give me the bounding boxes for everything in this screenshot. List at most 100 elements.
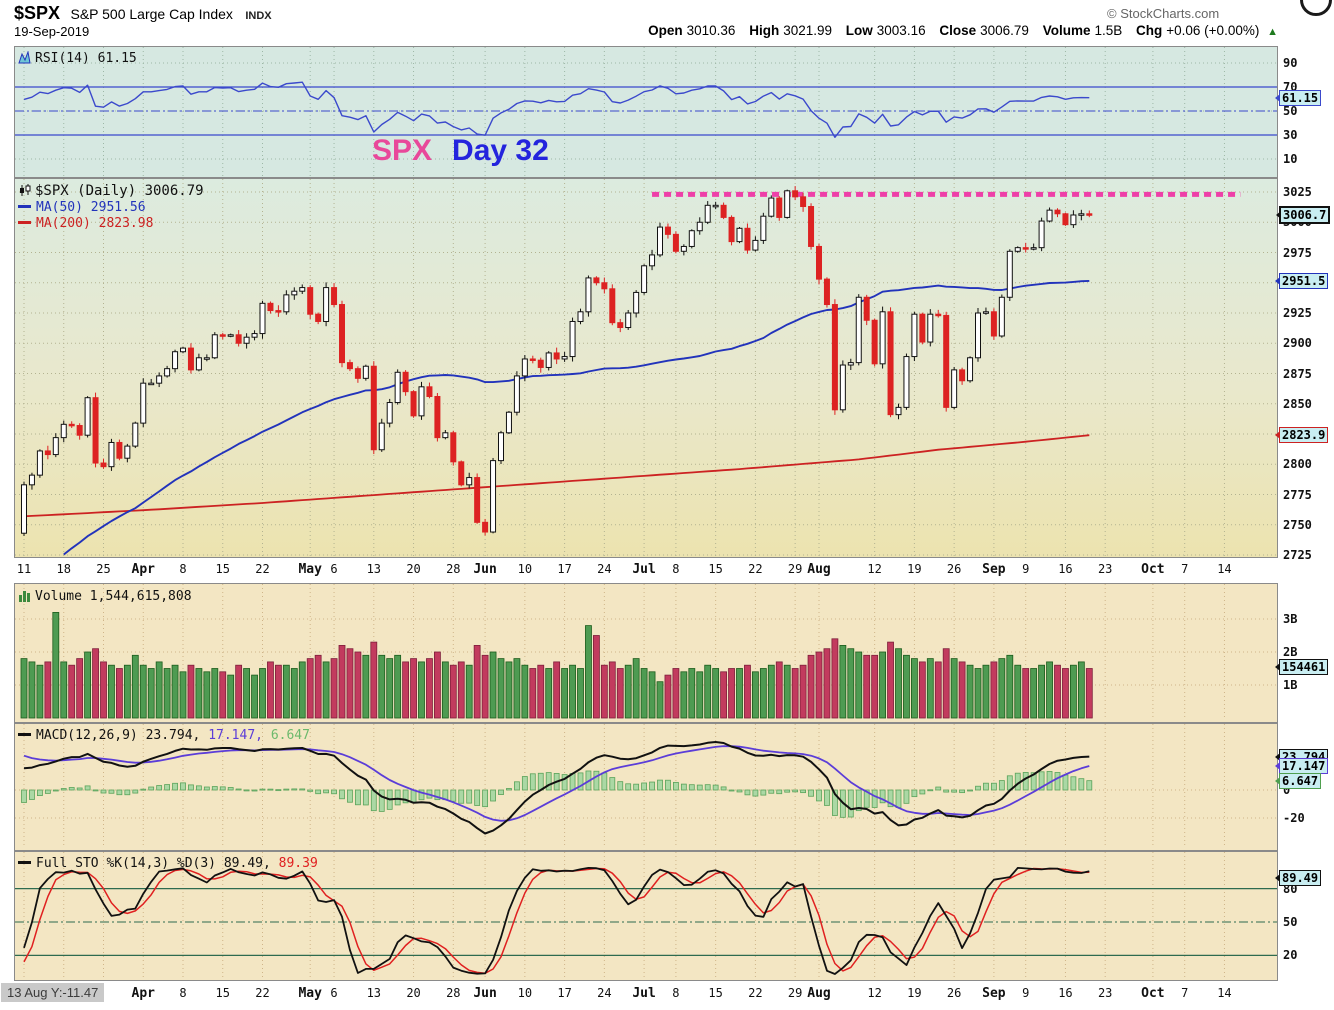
ma50-legend: MA(50) 2951.56 bbox=[18, 200, 146, 215]
copyright-label: © StockCharts.com bbox=[1107, 6, 1220, 21]
x-axis-label: 26 bbox=[946, 562, 962, 576]
price-axis-label: 2900 bbox=[1283, 336, 1312, 351]
x-axis-label-bottom: May bbox=[298, 986, 322, 1001]
annotation-symbol: SPX bbox=[372, 134, 433, 167]
rsi-axis-label: 90 bbox=[1283, 56, 1298, 70]
volume-bars-icon bbox=[19, 591, 30, 602]
x-axis-label-bottom: 28 bbox=[446, 986, 461, 1000]
volume-value: 1.5B bbox=[1094, 23, 1123, 38]
x-axis-label-bottom: Jun bbox=[473, 986, 497, 1001]
x-axis-label-bottom: 22 bbox=[748, 986, 763, 1000]
chart-date: 19-Sep-2019 bbox=[14, 24, 90, 39]
volume-value-box: 154461 bbox=[1275, 659, 1329, 676]
price-value-box: 2951.5 bbox=[1275, 272, 1329, 289]
macd-legend: MACD(12,26,9) 23.794, 17.147, 6.647 bbox=[18, 728, 310, 743]
x-axis-label-bottom: 26 bbox=[946, 986, 962, 1000]
quote-row: Open 3010.36 High 3021.99 Low 3003.16 Close… bbox=[638, 23, 1278, 38]
rsi-axis-label: 30 bbox=[1283, 128, 1298, 142]
rsi-legend: RSI(14) 61.15 bbox=[18, 50, 137, 66]
price-value-box: 3006.7 bbox=[1276, 206, 1331, 225]
x-axis-label: 29 bbox=[787, 562, 803, 576]
chg-value: +0.06 (+0.00%) bbox=[1166, 23, 1260, 38]
x-axis-label: 18 bbox=[56, 562, 71, 576]
high-label: High bbox=[749, 23, 780, 38]
x-axis-label-bottom: Sep bbox=[982, 986, 1006, 1001]
x-axis-label: 24 bbox=[597, 562, 612, 576]
x-axis-label-bottom: 15 bbox=[708, 986, 723, 1000]
sto-d-value: 89.39 bbox=[278, 856, 318, 871]
volume-panel bbox=[14, 583, 1278, 723]
x-axis-label: 9 bbox=[1022, 562, 1030, 576]
close-label: Close bbox=[939, 23, 977, 38]
macd-hist-value: 6.647 bbox=[270, 728, 310, 743]
ma50-line-icon bbox=[18, 205, 31, 208]
x-axis-label-bottom: Jul bbox=[632, 986, 656, 1001]
ma200-line-icon bbox=[18, 221, 31, 224]
x-axis-label: 6 bbox=[330, 562, 338, 576]
high-value: 3021.99 bbox=[783, 23, 833, 38]
volume-axis-label: 1B bbox=[1283, 678, 1298, 692]
price-value-box: 2823.9 bbox=[1275, 427, 1329, 444]
x-axis-label-bottom: 6 bbox=[330, 986, 338, 1000]
macd-legend-text: MACD(12,26,9) 23.794, bbox=[36, 728, 201, 743]
x-axis-label-bottom: 12 bbox=[867, 986, 882, 1000]
x-axis-label: 16 bbox=[1058, 562, 1073, 576]
open-label: Open bbox=[648, 23, 683, 38]
crosshair-readout: 13 Aug Y:-11.47 bbox=[1, 983, 105, 1002]
price-axis-label: 3025 bbox=[1283, 185, 1312, 199]
x-axis-label: Sep bbox=[982, 562, 1006, 577]
sto-legend-text: Full STO %K(14,3) %D(3) 89.49, bbox=[36, 856, 271, 871]
x-axis-label: Jul bbox=[632, 562, 656, 577]
x-axis-label-bottom: 10 bbox=[517, 986, 533, 1000]
x-axis-label-bottom: Aug bbox=[807, 986, 831, 1001]
x-axis-label: 12 bbox=[867, 562, 882, 576]
ma50-legend-text: MA(50) 2951.56 bbox=[36, 200, 146, 215]
low-value: 3003.16 bbox=[876, 23, 926, 38]
chart-header: $SPX S&P 500 Large Cap Index INDX bbox=[14, 3, 272, 24]
rsi-value-box: 61.15 bbox=[1275, 89, 1322, 106]
x-axis-label-bottom: 8 bbox=[672, 986, 680, 1000]
x-axis-label: Apr bbox=[131, 562, 155, 577]
macd-line-icon bbox=[18, 733, 31, 736]
x-axis-label-bottom: 20 bbox=[406, 986, 421, 1000]
x-axis-label-bottom: 22 bbox=[255, 986, 270, 1000]
macd-value-box: 17.147 bbox=[1275, 757, 1329, 774]
x-axis-label-bottom: 16 bbox=[1058, 986, 1073, 1000]
volume-legend: Volume 1,544,615,808 bbox=[18, 589, 192, 604]
price-axis-label: 2750 bbox=[1283, 517, 1312, 532]
x-axis-label: 15 bbox=[215, 562, 230, 576]
x-axis-label: 20 bbox=[406, 562, 421, 576]
x-axis-label: Oct bbox=[1141, 562, 1165, 577]
rsi-axis-label: 50 bbox=[1283, 104, 1298, 118]
macd-axis-label: 0 bbox=[1283, 783, 1291, 797]
x-axis-label: 15 bbox=[708, 562, 723, 576]
x-axis-label: 8 bbox=[672, 562, 680, 576]
price-axis-label: 2975 bbox=[1283, 245, 1312, 260]
sto-legend: Full STO %K(14,3) %D(3) 89.49, 89.39 bbox=[18, 856, 318, 871]
annotation-day: Day 32 bbox=[452, 134, 549, 167]
x-axis-label: 7 bbox=[1181, 562, 1189, 576]
x-axis-label-bottom: 8 bbox=[179, 986, 187, 1000]
rsi-icon bbox=[18, 50, 31, 64]
close-value: 3006.79 bbox=[980, 23, 1029, 38]
x-axis-label: May bbox=[298, 562, 322, 577]
x-axis-label: 14 bbox=[1217, 562, 1232, 576]
candlestick-icon bbox=[20, 184, 31, 196]
volume-axis-label: 3B bbox=[1283, 612, 1298, 626]
x-axis-label-bottom: 24 bbox=[597, 986, 612, 1000]
volume-legend-text: Volume 1,544,615,808 bbox=[35, 589, 192, 604]
price-legend: $SPX (Daily) 3006.79 bbox=[18, 183, 204, 199]
x-axis-label: 11 bbox=[16, 562, 32, 576]
macd-value-box: 6.647 bbox=[1275, 772, 1322, 789]
price-axis-label: 2725 bbox=[1283, 548, 1312, 562]
x-axis-label-bottom: 9 bbox=[1022, 986, 1030, 1000]
x-axis-label: 23 bbox=[1097, 562, 1113, 576]
sto-line-icon bbox=[18, 861, 31, 864]
x-axis-label-bottom: 17 bbox=[557, 986, 572, 1000]
price-axis-label: 2800 bbox=[1283, 457, 1312, 472]
chg-label: Chg bbox=[1136, 23, 1163, 38]
x-axis-label: 17 bbox=[557, 562, 572, 576]
logo-partial-circle-icon bbox=[1300, 0, 1332, 16]
x-axis-label: 28 bbox=[446, 562, 461, 576]
